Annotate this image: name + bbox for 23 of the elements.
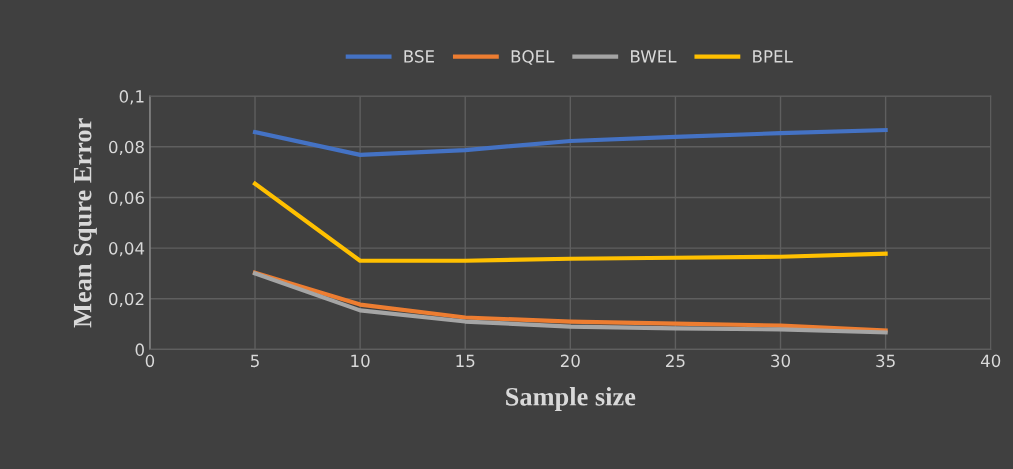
y-tick-label: 0	[135, 343, 144, 356]
x-tick-label: 5	[251, 354, 259, 368]
x-tick-label: 35	[876, 354, 895, 368]
legend-label: BQEL	[511, 50, 555, 65]
y-tick-label: 0,08	[109, 140, 144, 156]
legend-label: BSE	[404, 50, 434, 63]
x-tick-label: 0	[145, 354, 155, 368]
line-series	[252, 127, 888, 157]
legend-label: BPEL	[753, 50, 793, 63]
x-tick-label: 40	[980, 354, 1001, 368]
x-tick-label: 30	[771, 354, 791, 368]
y-tick-label: 0,1	[119, 90, 144, 105]
x-tick-label: 10	[351, 354, 370, 368]
y-tick-label: 0,02	[109, 292, 144, 308]
y-axis-title: Mean Squre Error	[73, 118, 97, 328]
x-axis-title: Sample size	[506, 387, 636, 411]
x-tick-label: 25	[666, 354, 685, 368]
line-series	[252, 181, 888, 263]
legend-label: BWEL	[631, 50, 677, 63]
y-tick-label: 0,06	[109, 191, 145, 206]
x-tick-label: 20	[560, 354, 580, 368]
y-tick-label: 0,04	[109, 242, 145, 257]
x-tick-label: 15	[456, 354, 475, 368]
